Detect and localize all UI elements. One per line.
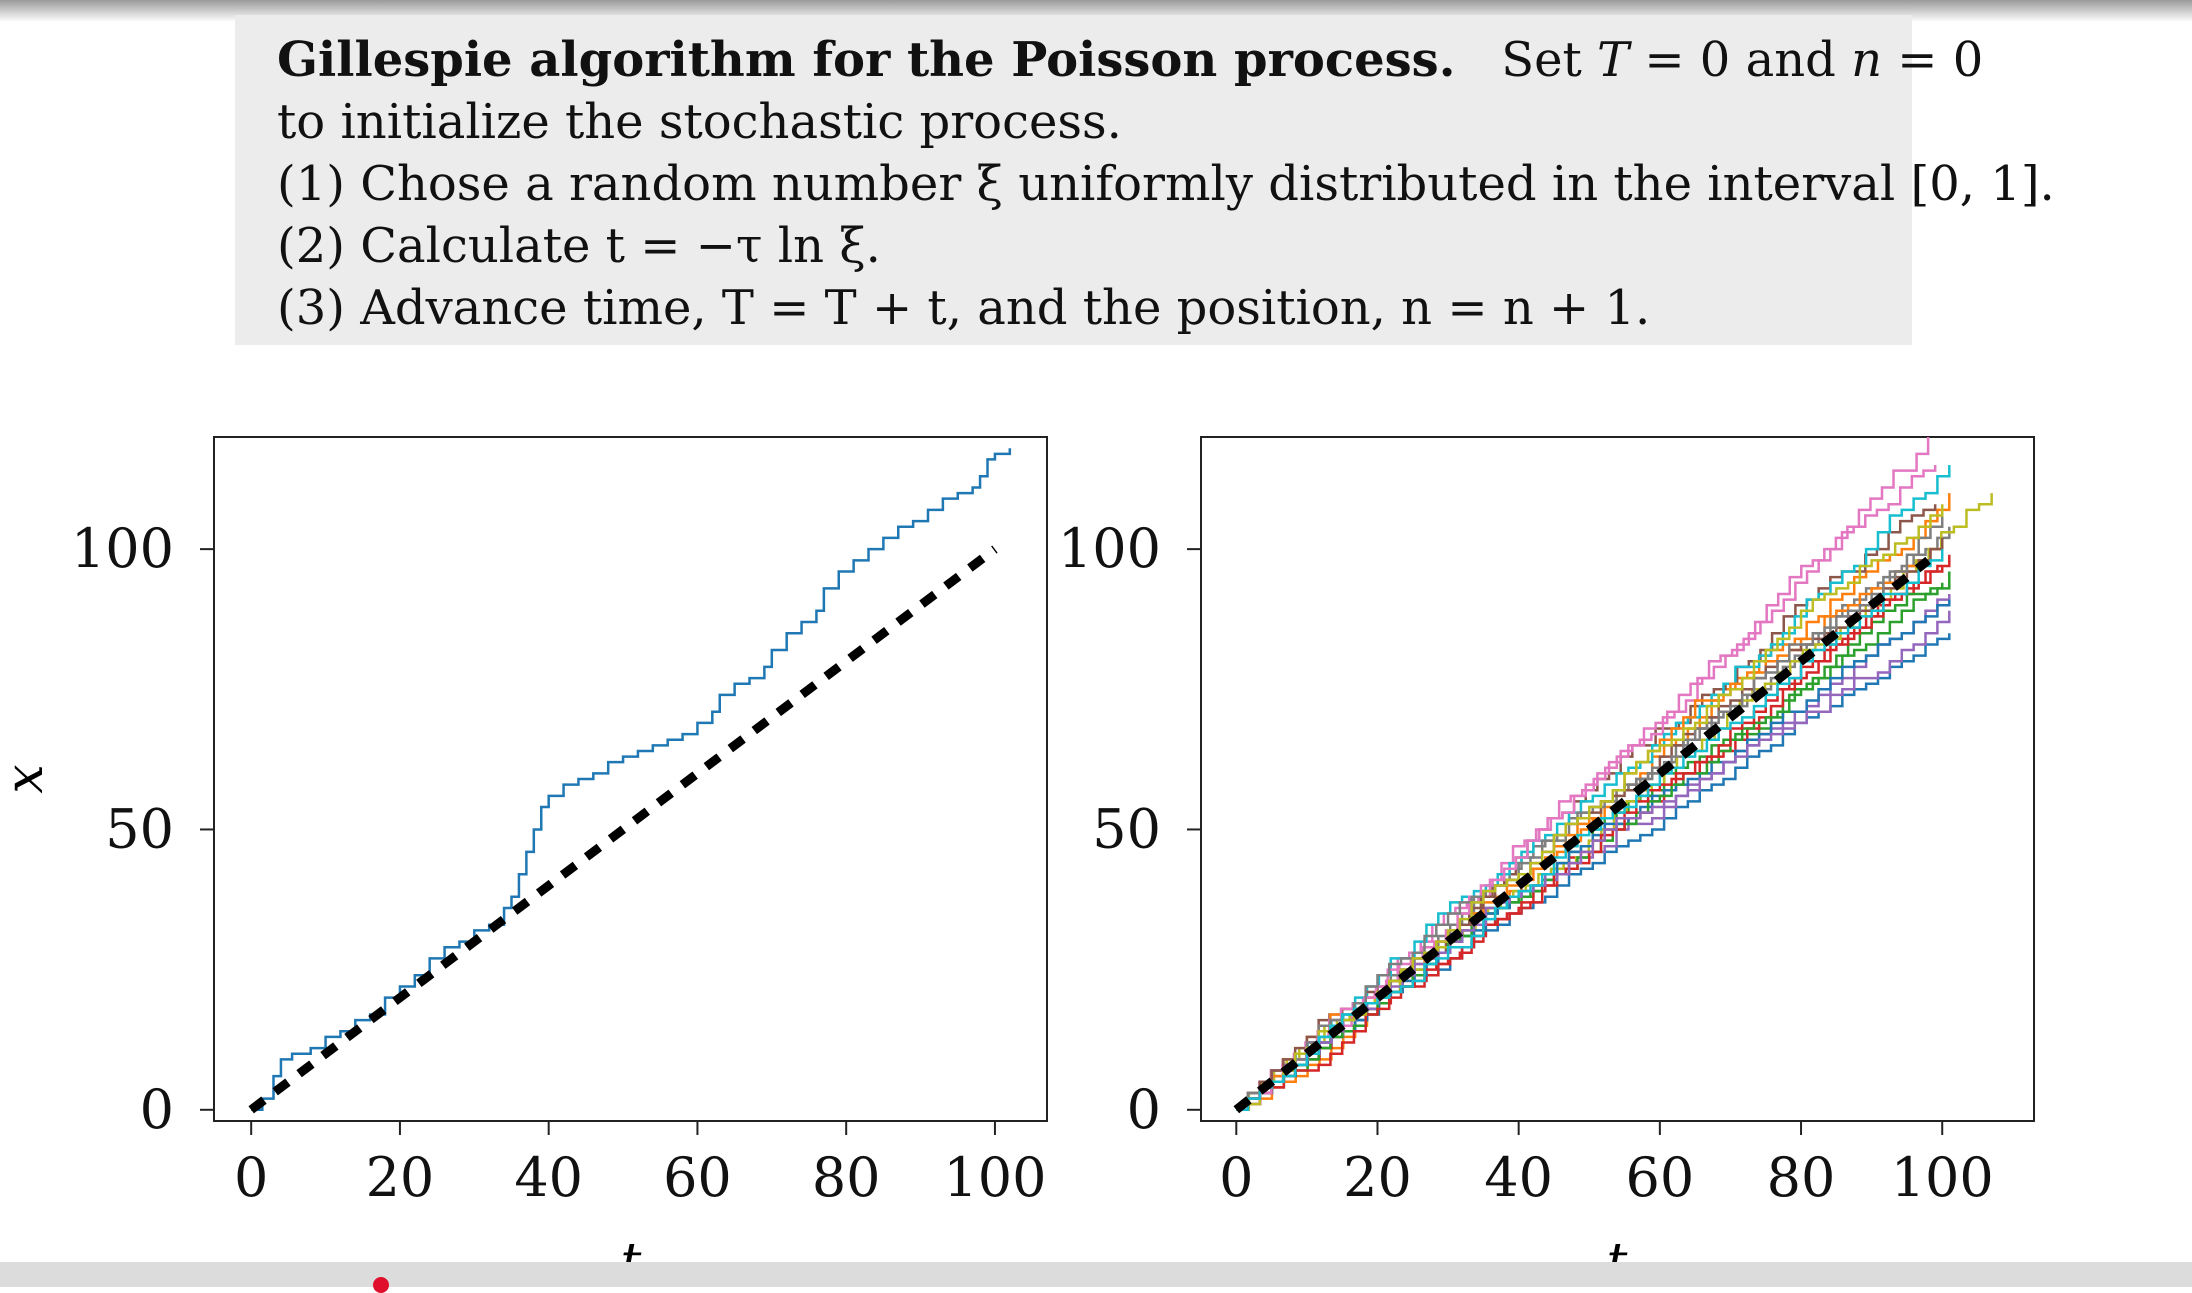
x-tick-label: 80 <box>1767 1146 1836 1209</box>
sample-path-line <box>1236 465 1937 1112</box>
chart-left-ylabel: x <box>0 764 55 793</box>
sample-path-line <box>1236 437 1930 1112</box>
x-tick-label: 40 <box>514 1146 583 1209</box>
x-tick-label: 40 <box>1484 1146 1553 1209</box>
algorithm-eq-b: = 0 <box>1882 32 1984 88</box>
x-tick-label: 20 <box>366 1146 435 1209</box>
algorithm-step-3: (3) Advance time, T = T + t, and the pos… <box>277 280 1651 336</box>
sample-path-line <box>1236 565 1944 1112</box>
algorithm-eq-a: = 0 and <box>1629 32 1852 88</box>
x-tick-label: 0 <box>234 1146 268 1209</box>
y-tick-label: 0 <box>1127 1078 1161 1141</box>
x-tick-label: 0 <box>1219 1146 1253 1209</box>
sample-path-line <box>251 448 1012 1112</box>
chart-right-ticks: 0 20 40 60 80 100 0 50 100 <box>1058 517 1994 1209</box>
algorithm-title: Gillespie algorithm for the Poisson proc… <box>277 32 1456 88</box>
y-tick-label: 100 <box>71 517 174 580</box>
x-tick-label: 100 <box>943 1146 1046 1209</box>
algorithm-box: Gillespie algorithm for the Poisson proc… <box>235 15 2055 345</box>
x-tick-label: 60 <box>1625 1146 1694 1209</box>
algorithm-intro-set: Set <box>1501 32 1598 88</box>
y-tick-label: 50 <box>105 797 174 860</box>
var-n: n <box>1851 32 1883 88</box>
algorithm-title-line: Gillespie algorithm for the Poisson proc… <box>277 29 1983 91</box>
chart-left-plot <box>248 448 1012 1114</box>
y-tick-label: 0 <box>140 1078 174 1141</box>
x-tick-label: 100 <box>1891 1146 1994 1209</box>
algorithm-step-1: (1) Chose a random number ξ uniformly di… <box>277 156 2055 212</box>
chart-left-ticks: 0 20 40 60 80 100 0 50 100 <box>71 517 1047 1209</box>
x-tick-label: 60 <box>663 1146 732 1209</box>
y-tick-label: 100 <box>1058 517 1161 580</box>
x-tick-label: 80 <box>812 1146 881 1209</box>
chart-left-frame <box>213 436 1048 1122</box>
chart-right-plot <box>1233 437 1993 1114</box>
x-tick-label: 20 <box>1343 1146 1412 1209</box>
cursor-dot <box>373 1277 389 1293</box>
bottom-bar <box>0 1262 2192 1287</box>
y-tick-label: 50 <box>1092 797 1161 860</box>
algorithm-intro-line-2: to initialize the stochastic process. <box>277 94 1122 150</box>
chart-right-frame <box>1200 436 2035 1122</box>
mean-line <box>248 545 998 1114</box>
algorithm-step-2: (2) Calculate t = −τ ln ξ. <box>277 218 881 274</box>
var-T: T <box>1597 32 1630 88</box>
